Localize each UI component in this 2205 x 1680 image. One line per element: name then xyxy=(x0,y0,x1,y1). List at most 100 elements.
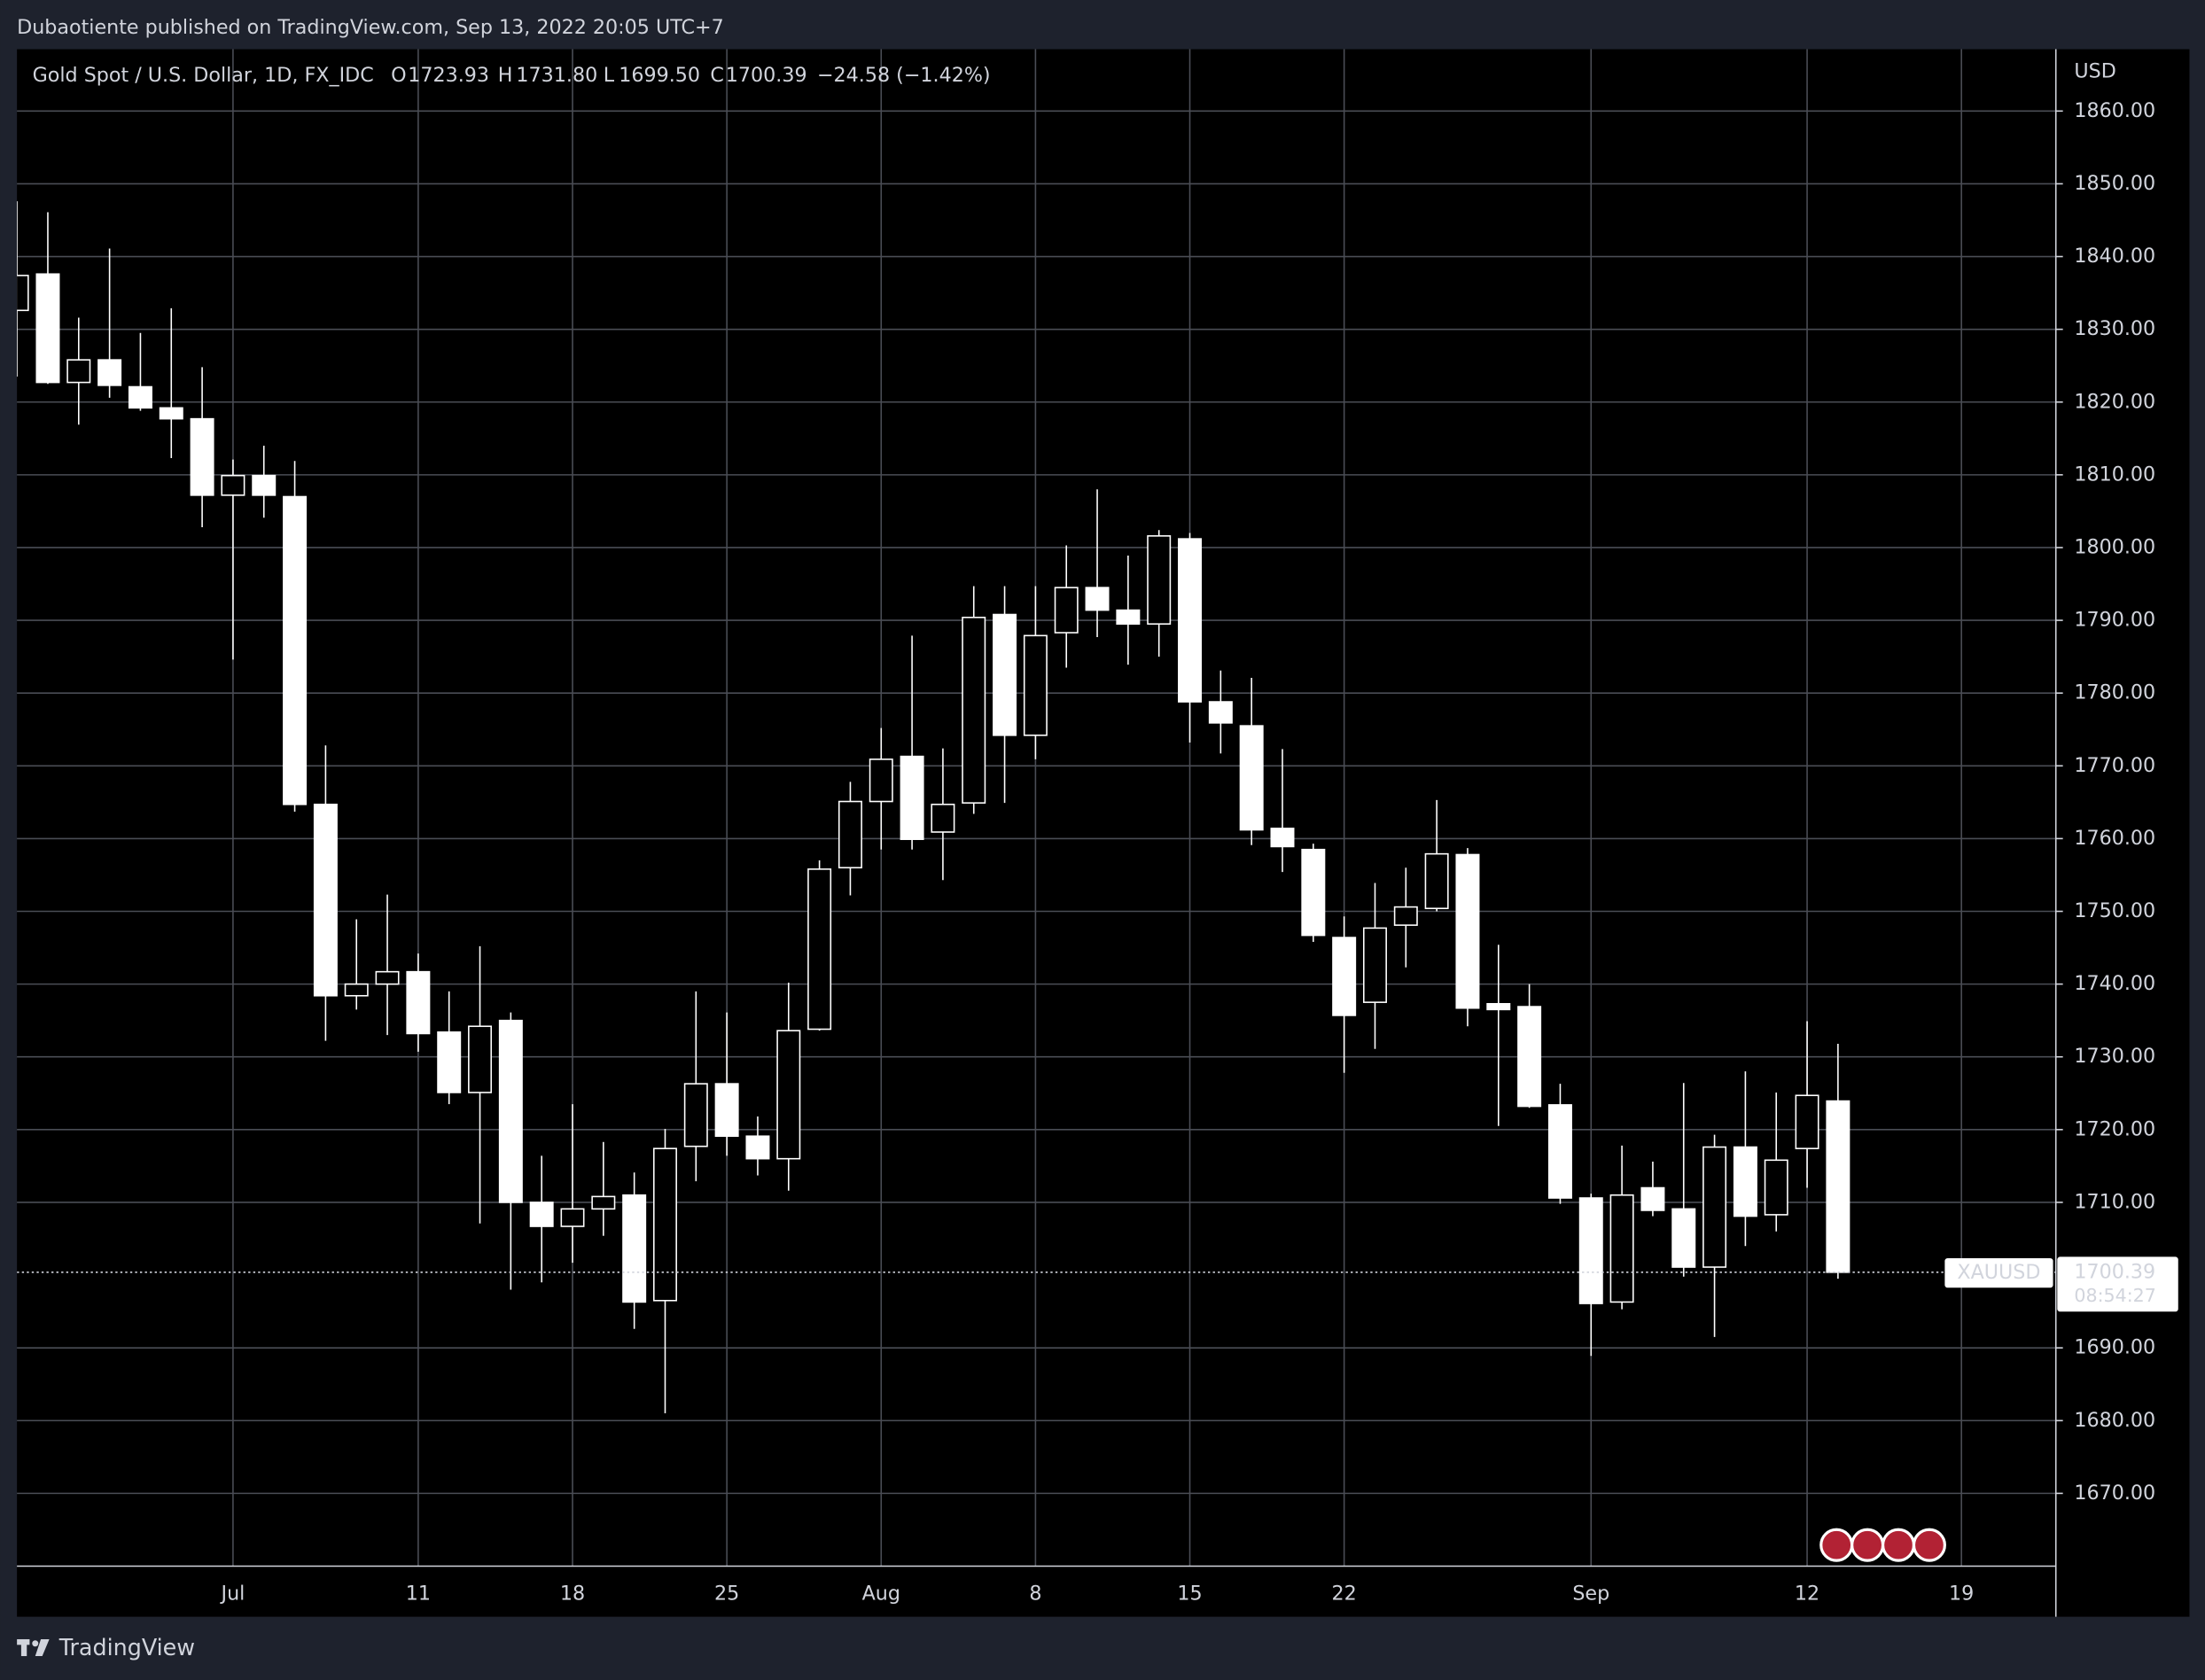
candle-body xyxy=(776,1030,801,1160)
candle-body xyxy=(1270,828,1295,848)
y-tick-label: 1800.00 xyxy=(2074,535,2155,558)
ohlc-key: H xyxy=(498,64,513,87)
axes: O 1723.93 H 1731.80 L 1699.50 C 1700.39 −24.58 (… xyxy=(220,64,2178,1606)
logo-shape xyxy=(35,1638,50,1657)
y-tick-label: 1710.00 xyxy=(2074,1190,2155,1213)
candle-body xyxy=(66,359,91,384)
ohlc-key: O xyxy=(391,64,406,87)
candle-body xyxy=(344,983,369,997)
candle-body xyxy=(1301,848,1326,937)
candle-body xyxy=(35,273,60,384)
candle-body xyxy=(97,359,122,386)
candle-body xyxy=(1671,1208,1696,1268)
brand-logo xyxy=(17,1638,50,1657)
candle-body xyxy=(1455,853,1480,1009)
ohlc-key: C xyxy=(710,64,724,87)
y-tick-label: 1850.00 xyxy=(2074,172,2155,195)
countdown-label: 08:54:27 xyxy=(2074,1285,2156,1306)
candle-body xyxy=(283,495,308,805)
candle-body xyxy=(529,1202,554,1227)
x-tick-label: 12 xyxy=(1795,1583,1819,1606)
y-tick-label: 1790.00 xyxy=(2074,609,2155,632)
candle-body xyxy=(437,1031,462,1093)
currency-label: USD xyxy=(2074,59,2115,82)
ohlc-value: 1731.80 xyxy=(516,64,597,87)
candle-body xyxy=(962,617,986,804)
y-tick-label: 1760.00 xyxy=(2074,827,2155,850)
flag-icon xyxy=(1912,1528,1946,1562)
candle-body xyxy=(1054,587,1079,634)
candle-body xyxy=(1239,725,1264,831)
candle-body xyxy=(1208,701,1233,724)
y-tick-label: 1690.00 xyxy=(2074,1336,2155,1359)
last-price-tag xyxy=(2057,1256,2178,1312)
symbol-tag-label: XAUUSD xyxy=(1957,1261,2040,1284)
y-tick-label: 1820.00 xyxy=(2074,390,2155,413)
candle-body xyxy=(714,1083,739,1138)
flag-icon xyxy=(1819,1528,1854,1562)
candle-body xyxy=(17,275,29,312)
candle-body xyxy=(931,804,955,833)
flag-icon xyxy=(1850,1528,1885,1562)
candle-body xyxy=(1116,609,1141,625)
candle-body xyxy=(1578,1197,1603,1304)
candle-body xyxy=(683,1083,708,1147)
candle-body xyxy=(807,868,832,1031)
y-tick-label: 1750.00 xyxy=(2074,899,2155,922)
candle-body xyxy=(1517,1006,1542,1108)
chart-panel xyxy=(17,49,2190,1617)
x-tick-label: Aug xyxy=(862,1583,900,1606)
x-tick-label: 19 xyxy=(1949,1583,1974,1606)
y-tick-label: 1830.00 xyxy=(2074,317,2155,340)
ohlc-value: 1699.50 xyxy=(619,64,700,87)
ohlc-value: 1723.93 xyxy=(408,64,489,87)
last-price-label: 1700.39 xyxy=(2074,1260,2155,1283)
y-tick-label: 1770.00 xyxy=(2074,754,2155,777)
x-tick-label: 22 xyxy=(1332,1583,1357,1606)
y-tick-label: 1670.00 xyxy=(2074,1482,2155,1505)
x-tick-label: 8 xyxy=(1029,1583,1041,1606)
candle-body xyxy=(1362,927,1387,1003)
x-tick-label: 15 xyxy=(1177,1583,1202,1606)
candle-body xyxy=(1547,1104,1572,1199)
candle-body xyxy=(1826,1100,1850,1273)
candle-body xyxy=(221,474,245,496)
candle-body xyxy=(190,417,214,496)
candle-body xyxy=(1609,1194,1634,1303)
x-tick-label: 18 xyxy=(560,1583,585,1606)
ohlc-value: 1700.39 xyxy=(726,64,807,87)
y-tick-label: 1720.00 xyxy=(2074,1117,2155,1140)
candle-body xyxy=(838,800,862,869)
candle-body xyxy=(1486,1002,1511,1011)
y-tick-label: 1680.00 xyxy=(2074,1409,2155,1432)
y-tick-label: 1840.00 xyxy=(2074,245,2155,268)
candle-body xyxy=(375,970,400,985)
plot-area xyxy=(17,201,2056,1414)
candle-body xyxy=(468,1025,493,1093)
candle-body xyxy=(498,1019,523,1203)
candle-body xyxy=(869,758,893,803)
candle-body xyxy=(652,1147,677,1302)
candle-body xyxy=(1393,906,1418,926)
ohlc-key: L xyxy=(604,64,615,87)
candle-body xyxy=(406,970,431,1035)
x-tick-label: Sep xyxy=(1572,1583,1609,1606)
candle-body xyxy=(622,1194,647,1303)
candle-body xyxy=(1023,634,1048,736)
logo-shape xyxy=(20,1638,27,1657)
candle-body xyxy=(1178,538,1203,703)
brand-name: TradingView xyxy=(58,1634,195,1661)
candle-body xyxy=(1795,1094,1819,1149)
candle-body xyxy=(1733,1146,1757,1217)
candle-body xyxy=(313,804,338,997)
candle-body xyxy=(1764,1159,1788,1216)
candle-body xyxy=(900,755,924,841)
flag-icon xyxy=(1881,1528,1916,1562)
candle-body xyxy=(1085,587,1110,611)
y-tick-label: 1860.00 xyxy=(2074,99,2155,122)
candle-body xyxy=(1640,1186,1665,1211)
y-tick-label: 1730.00 xyxy=(2074,1045,2155,1068)
candle-body xyxy=(1702,1146,1727,1268)
x-tick-label: 11 xyxy=(406,1583,431,1606)
